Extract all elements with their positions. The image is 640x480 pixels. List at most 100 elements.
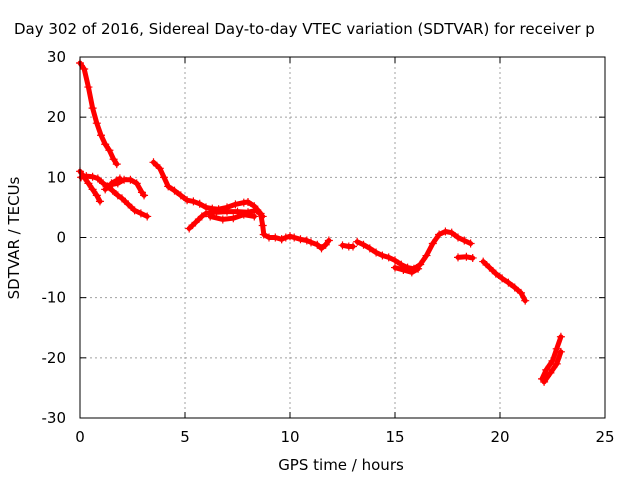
data-point-0-15-2 <box>552 359 561 368</box>
data-point-0-0-2 <box>84 83 93 92</box>
data-point-0-8-2 <box>286 232 294 241</box>
data-point-0-0-3 <box>88 104 97 113</box>
data-point-0-15-1 <box>546 368 555 377</box>
data-point-0-13-4 <box>504 278 513 287</box>
data-point-0-2-6 <box>108 186 117 195</box>
data-point-0-10-2 <box>365 244 374 253</box>
data-point-0-5-1 <box>155 164 164 173</box>
grid-lines <box>80 57 605 418</box>
data-point-0-7-3 <box>239 210 248 219</box>
data-point-0-5-21 <box>271 233 280 242</box>
data-point-0-8-10 <box>324 236 333 245</box>
data-point-0-5-7 <box>189 197 198 206</box>
series-0-segment-15 <box>541 349 564 385</box>
data-point-0-7-2 <box>229 214 238 223</box>
data-point-0-13-0 <box>479 257 488 266</box>
y-tick-label-4: 10 <box>47 168 66 186</box>
data-point-0-10-13 <box>435 230 444 239</box>
series-0-segment-11 <box>392 265 421 275</box>
x-tick-label-5: 25 <box>595 428 614 446</box>
data-point-0-8-1 <box>281 233 290 242</box>
data-point-0-5-15 <box>244 198 252 207</box>
data-point-0-0-7 <box>105 146 114 155</box>
data-point-0-2-7 <box>113 191 122 200</box>
data-point-0-10-11 <box>422 251 431 260</box>
data-point-0-5-18 <box>258 221 267 230</box>
data-point-0-9-0 <box>338 241 347 250</box>
data-point-0-6-4 <box>212 208 221 217</box>
data-point-0-11-2 <box>407 268 416 277</box>
data-point-0-13-7 <box>521 296 530 305</box>
y-tick-label-1: -20 <box>42 349 67 367</box>
data-point-0-5-8 <box>195 199 204 208</box>
data-point-0-1-5 <box>95 197 104 206</box>
data-point-0-5-4 <box>170 186 179 195</box>
data-point-0-10-4 <box>378 251 387 260</box>
data-point-0-3-0 <box>101 185 110 194</box>
data-point-0-15-0 <box>540 377 549 386</box>
data-point-0-9-2 <box>349 242 357 251</box>
data-point-0-6-0 <box>185 224 194 233</box>
data-point-0-0-1 <box>80 65 89 74</box>
data-point-0-2-11 <box>136 209 145 218</box>
data-point-0-5-6 <box>183 196 192 205</box>
data-point-0-2-3 <box>93 174 102 183</box>
y-tick-label-0: -30 <box>42 409 67 427</box>
data-point-0-11-0 <box>391 263 399 272</box>
data-point-0-13-5 <box>510 283 519 292</box>
data-point-0-14-4 <box>556 332 565 341</box>
x-tick-label-1: 5 <box>180 428 190 446</box>
x-tick-label-3: 15 <box>385 428 404 446</box>
data-point-0-4-2 <box>115 174 124 183</box>
series-0-segment-0 <box>77 60 120 167</box>
data-point-0-2-12 <box>143 212 152 221</box>
series-0-segment-10 <box>354 229 474 272</box>
data-point-0-10-5 <box>384 253 393 262</box>
data-point-0-7-1 <box>218 215 227 224</box>
data-point-0-8-4 <box>296 235 305 244</box>
data-point-0-13-1 <box>485 263 494 272</box>
data-point-0-5-2 <box>160 173 168 182</box>
data-point-0-8-6 <box>307 238 315 247</box>
data-point-0-13-3 <box>498 274 507 283</box>
data-point-0-10-12 <box>428 239 437 248</box>
y-tick-label-2: -10 <box>42 289 67 307</box>
data-point-0-13-2 <box>491 269 500 278</box>
data-point-0-1-4 <box>92 191 101 200</box>
data-point-0-14-3 <box>552 344 561 353</box>
data-point-0-8-8 <box>317 244 326 253</box>
plot-frame <box>79 56 606 419</box>
data-point-0-10-1 <box>359 240 368 249</box>
data-point-0-6-2 <box>197 212 206 221</box>
data-point-0-2-9 <box>124 200 133 209</box>
data-point-0-5-5 <box>176 191 185 200</box>
data-point-0-10-18 <box>466 239 475 248</box>
data-point-0-0-5 <box>97 131 105 140</box>
data-series <box>76 59 565 386</box>
data-point-0-5-14 <box>239 198 248 207</box>
data-point-0-1-3 <box>88 185 97 194</box>
data-point-0-4-0 <box>107 179 116 188</box>
data-point-0-14-1 <box>542 365 551 374</box>
data-point-0-8-3 <box>290 233 299 242</box>
data-point-0-2-2 <box>88 172 97 181</box>
data-point-0-2-4 <box>99 179 108 188</box>
data-point-0-10-6 <box>391 256 399 265</box>
data-point-0-6-1 <box>191 218 200 227</box>
data-point-0-8-5 <box>302 236 311 245</box>
y-tick-labels: -30 -20 -10 0 10 20 30 <box>42 48 67 427</box>
x-tick-label-0: 0 <box>75 428 85 446</box>
y-tick-label-6: 30 <box>47 48 66 66</box>
data-point-0-3-4 <box>126 175 135 184</box>
data-point-0-10-3 <box>372 248 381 257</box>
data-point-0-12-0 <box>454 253 462 262</box>
data-point-0-8-9 <box>321 240 330 249</box>
data-point-0-1-2 <box>84 179 93 188</box>
data-point-0-0-9 <box>112 160 121 169</box>
x-tick-label-2: 10 <box>280 428 299 446</box>
data-point-0-12-1 <box>462 252 471 261</box>
data-point-0-0-4 <box>92 119 101 128</box>
data-point-0-2-8 <box>118 194 126 203</box>
data-point-0-6-5 <box>223 207 231 216</box>
x-tick-label-4: 20 <box>490 428 509 446</box>
